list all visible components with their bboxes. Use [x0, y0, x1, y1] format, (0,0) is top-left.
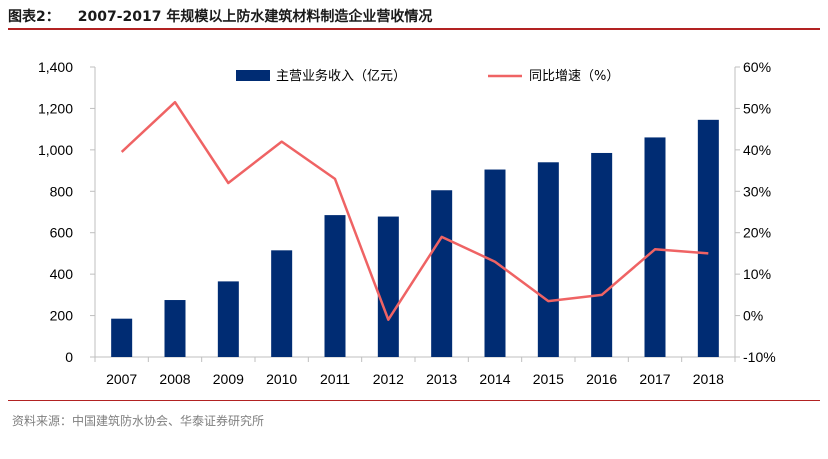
- legend-swatch-revenue: [236, 70, 270, 81]
- x-axis-tick-label: 2016: [586, 371, 617, 387]
- right-axis-tick-label: 30%: [743, 183, 771, 199]
- revenue-bar: [591, 152, 613, 357]
- top-divider: [8, 28, 820, 30]
- right-axis-tick-label: 40%: [743, 142, 771, 158]
- figure-title: 图表2： 2007-2017 年规模以上防水建筑材料制造企业营收情况: [8, 6, 432, 26]
- revenue-chart: 0 200 400 600 800 1,000 1,200 1,400 -10% 0% 10% 20%…: [38, 59, 776, 387]
- x-axis-tick-label: 2018: [693, 371, 724, 387]
- x-axis-tick-label: 2013: [426, 371, 457, 387]
- right-axis-tick-label: 60%: [743, 59, 771, 75]
- revenue-bar: [537, 162, 559, 357]
- legend-label-growth: 同比增速（%）: [529, 69, 619, 84]
- x-axis-tick-label: 2011: [320, 371, 350, 387]
- right-axis-tick-label: -10%: [743, 349, 776, 365]
- right-axis-tick-label: 20%: [743, 225, 771, 241]
- x-axis-tick-label: 2014: [479, 371, 510, 387]
- source-note: 资料来源：中国建筑防水协会、华泰证券研究所: [12, 414, 265, 428]
- left-axis-tick-label: 1,400: [38, 59, 73, 75]
- left-axis-tick-label: 800: [50, 183, 74, 199]
- revenue-bar: [377, 216, 399, 357]
- revenue-bar: [271, 250, 293, 357]
- revenue-bar: [431, 190, 453, 357]
- left-axis-tick-label: 0: [65, 349, 73, 365]
- x-axis-tick-label: 2012: [373, 371, 404, 387]
- revenue-bar: [697, 119, 719, 357]
- x-axis-tick-label: 2007: [106, 371, 137, 387]
- growth-rate-line: [120, 100, 709, 321]
- revenue-bar: [324, 215, 346, 357]
- right-axis-tick-label: 50%: [743, 100, 771, 116]
- x-axis-tick-label: 2009: [213, 371, 244, 387]
- revenue-bar: [484, 169, 506, 357]
- left-axis-tick-label: 400: [50, 266, 74, 282]
- left-axis-tick-label: 1,000: [38, 142, 73, 158]
- x-axis-tick-label: 2008: [159, 371, 190, 387]
- figure-title-text: 2007-2017 年规模以上防水建筑材料制造企业营收情况: [77, 9, 433, 25]
- x-axis-tick-label: 2015: [533, 371, 564, 387]
- revenue-bar: [111, 318, 133, 357]
- x-axis-tick-label: 2010: [266, 371, 297, 387]
- right-axis-tick-label: 10%: [743, 266, 771, 282]
- bottom-divider: [8, 400, 820, 401]
- left-axis-tick-label: 200: [50, 308, 74, 324]
- right-axis-tick-label: 0%: [743, 308, 763, 324]
- figure-label: 图表2：: [8, 9, 60, 25]
- revenue-bar: [217, 281, 239, 357]
- x-axis-tick-label: 2017: [639, 371, 670, 387]
- left-axis-tick-label: 600: [50, 225, 74, 241]
- revenue-bar: [164, 300, 186, 357]
- legend-label-revenue: 主营业务收入（亿元）: [276, 68, 406, 84]
- left-axis-tick-label: 1,200: [38, 100, 73, 116]
- revenue-bar: [644, 137, 666, 357]
